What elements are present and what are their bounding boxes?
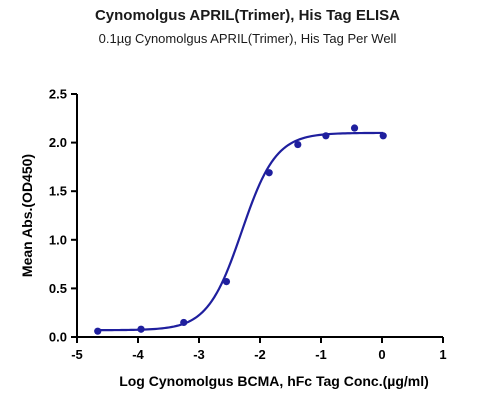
x-tick-label: 1 — [439, 347, 446, 362]
data-point — [222, 277, 231, 286]
fit-curve-group — [97, 131, 384, 332]
y-tick-label: 1.5 — [49, 184, 67, 199]
x-tick-label: -3 — [193, 347, 205, 362]
data-point — [322, 132, 330, 140]
data-point — [294, 140, 302, 149]
data-point — [265, 169, 273, 177]
chart-subtitle: 0.1µg Cynomolgus APRIL(Trimer), His Tag … — [98, 31, 397, 46]
x-tick-label: -1 — [315, 347, 327, 362]
data-point — [137, 325, 145, 333]
y-tick-label: 0.5 — [49, 281, 67, 296]
x-axis-title: Log Cynomolgus BCMA, hFc Tag Conc.(µg/ml… — [119, 373, 429, 389]
y-axis-title: Mean Abs.(OD450) — [19, 154, 35, 277]
x-tick-label: -2 — [254, 347, 266, 362]
y-tick-label: 1.0 — [49, 232, 67, 247]
y-axis-ticks: 0.0 0.5 1.0 1.5 2.0 2.5 — [49, 87, 77, 345]
x-tick-label: 0 — [378, 347, 385, 362]
data-point — [350, 124, 359, 132]
chart-title: Cynomolgus APRIL(Trimer), His Tag ELISA — [94, 7, 401, 24]
data-point — [180, 318, 188, 327]
data-point — [94, 327, 102, 335]
data-point — [379, 132, 387, 140]
y-tick-label: 2.5 — [49, 87, 67, 102]
x-axis-ticks: -5 -4 -3 -2 -1 0 1 — [71, 337, 447, 362]
data-points — [94, 124, 387, 335]
fit-curve — [97, 131, 384, 332]
x-tick-label: -4 — [132, 347, 144, 362]
x-tick-label: -5 — [71, 347, 83, 362]
axes — [76, 94, 443, 338]
y-tick-label: 2.0 — [49, 135, 67, 150]
y-tick-label: 0.0 — [49, 330, 67, 345]
